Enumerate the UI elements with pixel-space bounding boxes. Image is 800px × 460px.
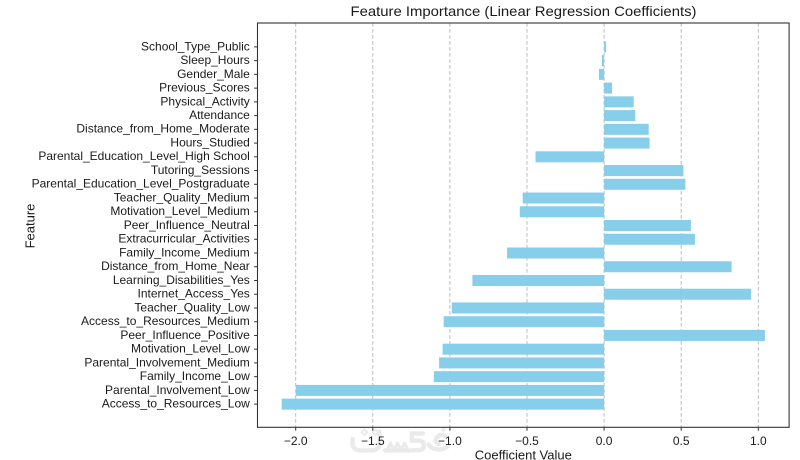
svg-text:Parental_Involvement_Medium: Parental_Involvement_Medium [84,355,249,369]
svg-text:Hours_Studied: Hours_Studied [170,135,249,149]
svg-text:Parental_Involvement_Low: Parental_Involvement_Low [105,383,250,397]
svg-text:Internet_Access_Yes: Internet_Access_Yes [138,287,250,301]
svg-text:Coefficient Value: Coefficient Value [475,448,572,460]
svg-text:School_Type_Public: School_Type_Public [141,39,250,53]
svg-text:Access_to_Resources_Medium: Access_to_Resources_Medium [81,314,250,328]
svg-text:Gender_Male: Gender_Male [177,67,250,81]
svg-text:Teacher_Quality_Medium: Teacher_Quality_Medium [114,190,250,204]
svg-text:Motivation_Level_Medium: Motivation_Level_Medium [110,204,249,218]
svg-text:Previous_Scores: Previous_Scores [159,81,250,95]
svg-text:Access_to_Resources_Low: Access_to_Resources_Low [102,397,250,411]
svg-text:Extracurricular_Activities: Extracurricular_Activities [118,232,249,246]
svg-text:Parental_Education_Level_Postg: Parental_Education_Level_Postgraduate [32,177,250,191]
svg-text:Tutoring_Sessions: Tutoring_Sessions [151,163,250,177]
svg-text:−2.0: −2.0 [284,434,308,448]
svg-text:Family_Income_Low: Family_Income_Low [140,369,250,383]
svg-text:0.0: 0.0 [596,434,613,448]
svg-text:Distance_from_Home_Moderate: Distance_from_Home_Moderate [76,122,250,136]
svg-text:Sleep_Hours: Sleep_Hours [180,53,249,67]
svg-text:Parental_Education_Level_High: Parental_Education_Level_High School [38,149,249,163]
svg-text:Peer_Influence_Positive: Peer_Influence_Positive [120,328,250,342]
svg-text:Teacher_Quality_Low: Teacher_Quality_Low [134,300,250,314]
svg-text:−1.5: −1.5 [361,434,385,448]
svg-text:−1.0: −1.0 [438,434,462,448]
svg-text:−0.5: −0.5 [515,434,539,448]
svg-text:Distance_from_Home_Near: Distance_from_Home_Near [101,259,250,273]
svg-text:Feature: Feature [22,204,37,249]
svg-text:Learning_Disabilities_Yes: Learning_Disabilities_Yes [113,273,250,287]
svg-text:Family_Income_Medium: Family_Income_Medium [119,245,250,259]
svg-text:Physical_Activity: Physical_Activity [160,94,249,108]
svg-text:Feature Importance (Linear Reg: Feature Importance (Linear Regression Co… [351,3,697,19]
svg-text:0.5: 0.5 [673,434,690,448]
svg-text:Motivation_Level_Low: Motivation_Level_Low [131,342,250,356]
svg-text:1.0: 1.0 [750,434,767,448]
svg-text:Attendance: Attendance [189,108,250,122]
svg-text:Peer_Influence_Neutral: Peer_Influence_Neutral [124,218,250,232]
